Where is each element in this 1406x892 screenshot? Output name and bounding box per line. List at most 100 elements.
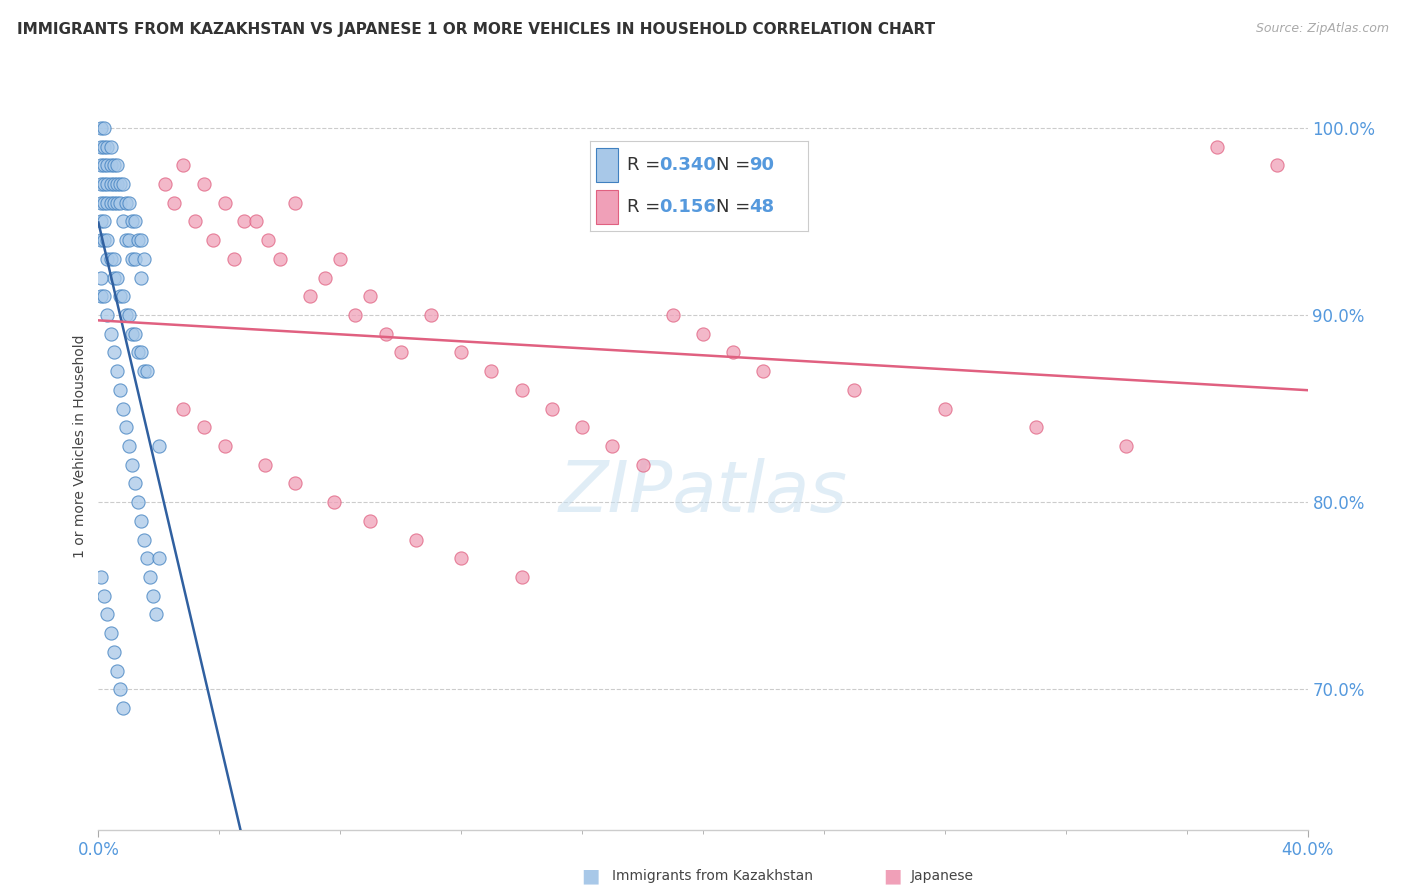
- Point: [510, 570, 533, 584]
- Point: [374, 326, 396, 341]
- Point: [93, 289, 115, 303]
- Text: R =: R =: [627, 198, 666, 217]
- Point: [96, 195, 118, 210]
- Point: [111, 289, 134, 303]
- Point: [602, 439, 624, 453]
- Point: [153, 177, 176, 191]
- Point: [96, 607, 118, 622]
- FancyBboxPatch shape: [596, 191, 619, 225]
- Point: [90, 270, 112, 285]
- Point: [314, 270, 336, 285]
- Text: ■: ■: [581, 866, 600, 886]
- Point: [114, 233, 136, 247]
- Text: R =: R =: [627, 155, 666, 174]
- Point: [256, 233, 278, 247]
- Point: [105, 177, 128, 191]
- Point: [118, 233, 141, 247]
- Point: [214, 439, 236, 453]
- Point: [108, 195, 131, 210]
- Point: [135, 364, 157, 378]
- Point: [299, 289, 322, 303]
- Point: [132, 364, 155, 378]
- Point: [132, 252, 155, 266]
- Point: [344, 308, 367, 322]
- Point: [129, 270, 152, 285]
- Point: [323, 495, 346, 509]
- Point: [1115, 439, 1137, 453]
- Point: [105, 195, 128, 210]
- Point: [481, 364, 503, 378]
- Point: [100, 177, 122, 191]
- Point: [124, 476, 146, 491]
- Point: [108, 289, 131, 303]
- Text: IMMIGRANTS FROM KAZAKHSTAN VS JAPANESE 1 OR MORE VEHICLES IN HOUSEHOLD CORRELATI: IMMIGRANTS FROM KAZAKHSTAN VS JAPANESE 1…: [17, 22, 935, 37]
- Point: [129, 233, 152, 247]
- Point: [127, 345, 149, 359]
- Point: [148, 551, 170, 566]
- Point: [450, 345, 472, 359]
- Point: [193, 420, 215, 434]
- Point: [121, 214, 143, 228]
- Text: 0.156: 0.156: [659, 198, 717, 217]
- Point: [100, 195, 122, 210]
- Text: ZIPatlas: ZIPatlas: [558, 458, 848, 526]
- Point: [124, 252, 146, 266]
- Point: [124, 326, 146, 341]
- Text: N =: N =: [716, 155, 756, 174]
- Point: [571, 420, 593, 434]
- Point: [100, 252, 122, 266]
- Point: [692, 326, 714, 341]
- Point: [245, 214, 267, 228]
- Point: [121, 458, 143, 472]
- Point: [224, 252, 246, 266]
- Point: [510, 383, 533, 397]
- Text: 48: 48: [749, 198, 775, 217]
- Point: [127, 233, 149, 247]
- Point: [108, 682, 131, 697]
- Point: [360, 289, 382, 303]
- Point: [111, 701, 134, 715]
- Point: [139, 570, 162, 584]
- Point: [129, 345, 152, 359]
- Text: ■: ■: [883, 866, 903, 886]
- Text: Japanese: Japanese: [911, 869, 974, 883]
- Point: [193, 177, 215, 191]
- Point: [90, 158, 112, 172]
- Point: [90, 120, 112, 135]
- Text: 90: 90: [749, 155, 773, 174]
- Point: [129, 514, 152, 528]
- Point: [90, 214, 112, 228]
- Text: 0.340: 0.340: [659, 155, 717, 174]
- Point: [96, 308, 118, 322]
- Point: [105, 664, 128, 678]
- Text: N =: N =: [716, 198, 756, 217]
- Point: [90, 177, 112, 191]
- Point: [100, 326, 122, 341]
- Point: [103, 345, 125, 359]
- Point: [329, 252, 352, 266]
- Point: [105, 270, 128, 285]
- Point: [389, 345, 412, 359]
- Point: [723, 345, 745, 359]
- Point: [127, 495, 149, 509]
- Point: [90, 289, 112, 303]
- Point: [114, 195, 136, 210]
- Point: [540, 401, 562, 416]
- Point: [90, 570, 112, 584]
- Point: [93, 120, 115, 135]
- Point: [284, 476, 307, 491]
- Point: [184, 214, 207, 228]
- Point: [269, 252, 291, 266]
- Point: [163, 195, 186, 210]
- Text: Source: ZipAtlas.com: Source: ZipAtlas.com: [1256, 22, 1389, 36]
- Point: [111, 177, 134, 191]
- Point: [142, 589, 165, 603]
- Point: [934, 401, 956, 416]
- Point: [93, 158, 115, 172]
- Point: [111, 401, 134, 416]
- Point: [93, 177, 115, 191]
- Point: [93, 233, 115, 247]
- Point: [111, 214, 134, 228]
- Point: [844, 383, 866, 397]
- Point: [108, 177, 131, 191]
